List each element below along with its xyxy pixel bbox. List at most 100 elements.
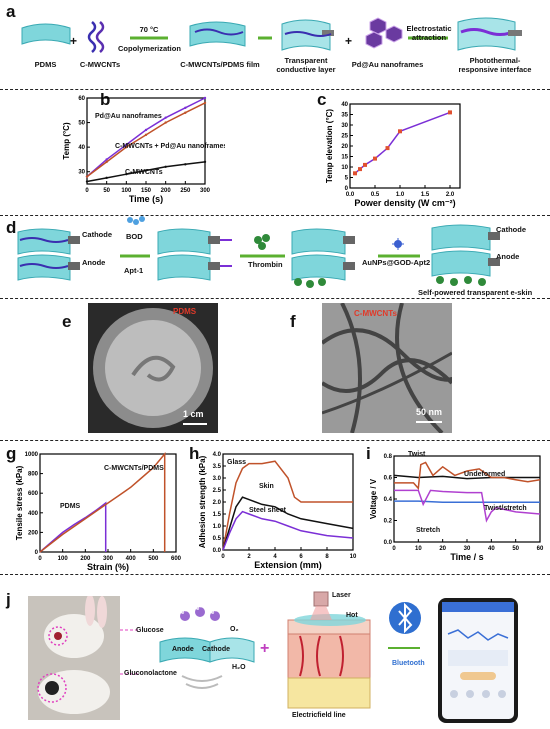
x-tick-label: 0	[392, 546, 396, 552]
label-temperature: 70 °C	[139, 25, 159, 34]
x-tick-label: 6	[299, 554, 303, 560]
data-point	[105, 158, 108, 161]
data-point	[144, 169, 148, 172]
pdms-sheet	[21, 23, 71, 45]
panel-label-g: g	[6, 444, 17, 463]
chart-i: 0 10 20 30 40 50 60 0.0 0.2 0.4 0.6 0.8 Time / s Volt…	[369, 451, 544, 562]
electrode	[322, 30, 334, 36]
x-tick-label: 30	[464, 546, 471, 552]
scale-bar	[183, 423, 207, 425]
data-point	[164, 165, 167, 168]
label-o2: O₂	[230, 626, 239, 633]
data-point	[385, 146, 390, 151]
label-anode: Anode	[496, 252, 520, 261]
separator	[0, 89, 550, 90]
series-label: C-MWCNTs + Pd@Au nanoframes	[115, 143, 225, 150]
panel-label-h: h	[189, 444, 200, 463]
y-tick-label: 1.5	[213, 512, 222, 518]
data-point	[373, 156, 377, 161]
x-tick-label: 10	[350, 554, 357, 560]
panel-label-c: c	[317, 90, 327, 109]
series-line	[39, 451, 166, 553]
y-tick-label: 0.6	[384, 476, 393, 482]
cnt-squiggle	[87, 21, 97, 53]
y-tick-label: 40	[78, 145, 85, 151]
plus-sign: +	[70, 34, 78, 48]
label-aunps: AuNPs@GOD-Apt2	[362, 258, 431, 267]
interface	[457, 17, 516, 51]
data-point	[105, 176, 108, 180]
label-cmwcnts: C-MWCNTs	[354, 309, 397, 318]
panel-label-a: a	[6, 2, 16, 21]
panel-label-e: e	[62, 312, 72, 331]
annotation-label: Twist/stretch	[484, 505, 527, 512]
plus-sign: +	[345, 34, 353, 48]
scale-bar-label: 50 nm	[416, 407, 443, 417]
x-axis-label: Power density (W cm⁻²)	[354, 198, 455, 208]
data-point	[144, 133, 148, 137]
x-axis-label: Strain (%)	[87, 562, 129, 572]
nanoframe-cluster	[365, 17, 403, 49]
y-tick-label: 3.0	[213, 476, 222, 482]
panel-j-diagram	[120, 591, 518, 723]
bod-molecule	[127, 216, 145, 225]
x-tick-label: 0.0	[346, 192, 355, 198]
data-point	[353, 171, 357, 176]
y-tick-label: 0	[345, 186, 349, 192]
label-apt1: Apt-1	[124, 266, 144, 275]
panel-label-f: f	[290, 312, 296, 331]
y-tick-label: 400	[28, 511, 39, 517]
smartphone	[438, 598, 518, 723]
separator	[0, 440, 550, 441]
series-line	[393, 474, 540, 480]
x-tick-label: 100	[58, 556, 69, 562]
y-tick-label: 60	[78, 96, 85, 102]
y-tick-label: 200	[28, 530, 39, 536]
film-cnt	[194, 28, 244, 36]
x-axis-label: Extension (mm)	[254, 560, 322, 570]
separator	[0, 215, 550, 216]
device-1	[17, 228, 80, 281]
thrombin-cluster	[254, 234, 270, 250]
x-tick-label: 1.5	[421, 192, 430, 198]
data-point	[144, 128, 148, 132]
x-tick-label: 200	[80, 556, 91, 562]
y-tick-label: 30	[341, 123, 348, 129]
x-tick-label: 8	[325, 554, 329, 560]
panel-label-d: d	[6, 218, 17, 237]
x-tick-label: 50	[512, 546, 519, 552]
coin-photo: PDMS 1 cm	[88, 303, 218, 433]
y-tick-label: 1.0	[213, 524, 222, 530]
x-tick-label: 50	[103, 188, 110, 194]
label-electrostatic: Electrostatic attraction	[406, 24, 452, 42]
y-tick-label: 0.0	[384, 540, 393, 546]
label-eskin: Self-powered transparent e-skin	[418, 288, 533, 297]
x-tick-label: 2.0	[446, 192, 455, 198]
rabbit-photo	[28, 594, 120, 720]
series-line	[222, 460, 353, 551]
data-point	[125, 143, 128, 146]
y-axis-label: Temp (°C)	[62, 122, 71, 160]
separator	[0, 298, 550, 299]
data-point	[203, 96, 207, 100]
panel-label-j: j	[6, 590, 11, 609]
data-point	[398, 129, 402, 134]
data-point	[105, 160, 108, 164]
cnt-squiggle	[95, 21, 105, 53]
series-line	[222, 510, 354, 551]
y-tick-label: 3.5	[213, 464, 222, 470]
label-film: C-MWCNTs/PDMS film	[180, 60, 260, 69]
x-tick-label: 0.5	[371, 192, 380, 198]
y-tick-label: 0.4	[384, 497, 393, 503]
y-axis-label: Voltage / V	[369, 478, 378, 519]
data-point	[363, 162, 367, 167]
annotation-label: Undeformed	[464, 471, 505, 478]
chart-h: 0 2 4 6 8 10 0.0 0.5 1.0 1.5 2.0 2.5 3.0 3.5 4.0 Extens…	[198, 452, 357, 570]
aunp-star	[392, 238, 404, 250]
skin-tissue	[287, 614, 371, 709]
scale-bar-label: 1 cm	[183, 409, 204, 419]
x-tick-label: 40	[488, 546, 495, 552]
x-axis-label: Time (s)	[129, 194, 163, 204]
plus-sign: +	[260, 640, 270, 657]
y-tick-label: 30	[78, 170, 85, 176]
